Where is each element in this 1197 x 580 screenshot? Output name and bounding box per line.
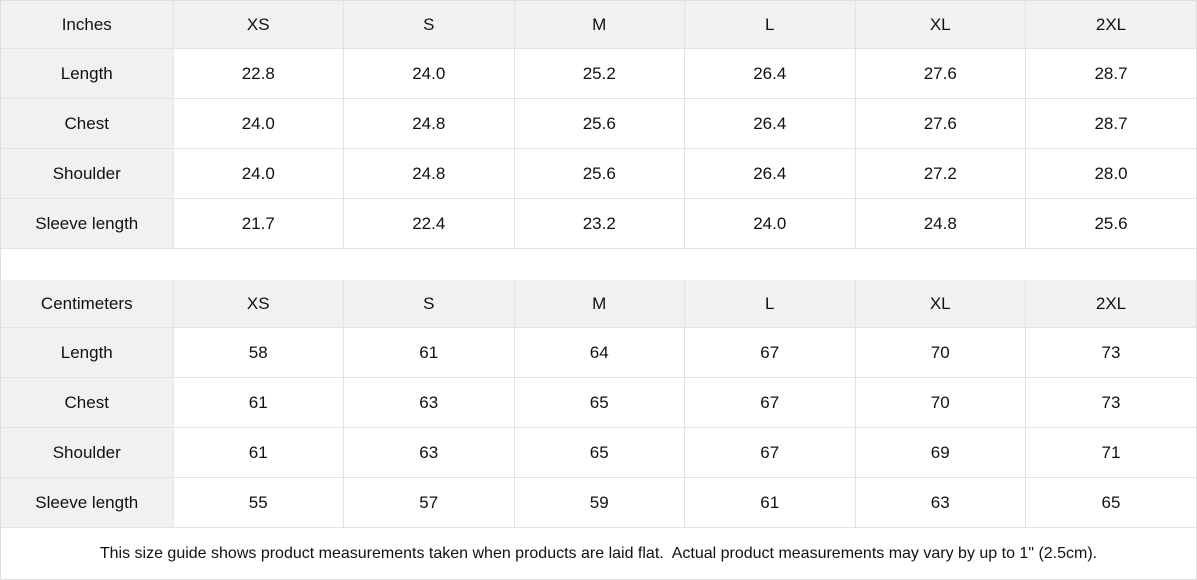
cell-shoulder-xs: 61 <box>172 427 344 478</box>
cell-shoulder-2xl: 28.0 <box>1025 148 1196 199</box>
size-table-centimeters: Centimeters XS S M L XL 2XL Length 58 61… <box>1 280 1196 528</box>
size-header-xl: XL <box>854 1 1026 49</box>
cell-shoulder-l: 67 <box>684 427 856 478</box>
cell-sleeve-s: 57 <box>343 477 515 528</box>
size-header-m: M <box>513 280 685 328</box>
unit-header-inches: Inches <box>1 1 174 49</box>
cell-length-l: 26.4 <box>684 48 856 99</box>
cell-length-xl: 27.6 <box>854 48 1026 99</box>
cell-length-xl: 70 <box>854 327 1026 378</box>
size-header-s: S <box>343 280 515 328</box>
unit-header-centimeters: Centimeters <box>1 280 174 328</box>
size-guide-note: This size guide shows product measuremen… <box>1 528 1196 579</box>
size-header-xl: XL <box>854 280 1026 328</box>
size-header-m: M <box>513 1 685 49</box>
cell-sleeve-l: 24.0 <box>684 198 856 249</box>
cell-sleeve-m: 23.2 <box>513 198 685 249</box>
size-header-xs: XS <box>172 280 344 328</box>
cell-chest-m: 65 <box>513 377 685 428</box>
size-header-2xl: 2XL <box>1025 280 1196 328</box>
cell-shoulder-s: 24.8 <box>343 148 515 199</box>
row-label-sleeve-length: Sleeve length <box>1 477 174 528</box>
cell-sleeve-xl: 24.8 <box>854 198 1026 249</box>
size-header-l: L <box>684 280 856 328</box>
cell-sleeve-2xl: 25.6 <box>1025 198 1196 249</box>
size-header-xs: XS <box>172 1 344 49</box>
cell-length-m: 25.2 <box>513 48 685 99</box>
cell-length-xs: 22.8 <box>172 48 344 99</box>
cell-chest-xl: 27.6 <box>854 98 1026 149</box>
row-label-chest: Chest <box>1 377 174 428</box>
cell-length-2xl: 73 <box>1025 327 1196 378</box>
row-label-shoulder: Shoulder <box>1 148 174 199</box>
table-row-shoulder-inches: Shoulder 24.0 24.8 25.6 26.4 27.2 28.0 <box>1 148 1196 199</box>
table-row-length-inches: Length 22.8 24.0 25.2 26.4 27.6 28.7 <box>1 48 1196 99</box>
cell-length-2xl: 28.7 <box>1025 48 1196 99</box>
size-header-l: L <box>684 1 856 49</box>
cell-chest-2xl: 73 <box>1025 377 1196 428</box>
cell-sleeve-l: 61 <box>684 477 856 528</box>
size-header-s: S <box>343 1 515 49</box>
cell-chest-l: 26.4 <box>684 98 856 149</box>
cell-sleeve-s: 22.4 <box>343 198 515 249</box>
table-row-length-cm: Length 58 61 64 67 70 73 <box>1 327 1196 378</box>
header-row-centimeters: Centimeters XS S M L XL 2XL <box>1 280 1196 328</box>
cell-sleeve-xl: 63 <box>854 477 1026 528</box>
table-row-chest-inches: Chest 24.0 24.8 25.6 26.4 27.6 28.7 <box>1 98 1196 149</box>
cell-length-s: 24.0 <box>343 48 515 99</box>
cell-chest-s: 63 <box>343 377 515 428</box>
cell-shoulder-xs: 24.0 <box>172 148 344 199</box>
cell-length-s: 61 <box>343 327 515 378</box>
cell-chest-m: 25.6 <box>513 98 685 149</box>
row-label-sleeve-length: Sleeve length <box>1 198 174 249</box>
row-label-shoulder: Shoulder <box>1 427 174 478</box>
cell-shoulder-xl: 69 <box>854 427 1026 478</box>
cell-shoulder-m: 25.6 <box>513 148 685 199</box>
cell-chest-s: 24.8 <box>343 98 515 149</box>
cell-sleeve-m: 59 <box>513 477 685 528</box>
cell-chest-xs: 24.0 <box>172 98 344 149</box>
cell-chest-l: 67 <box>684 377 856 428</box>
row-label-chest: Chest <box>1 98 174 149</box>
cell-chest-xl: 70 <box>854 377 1026 428</box>
cell-length-xs: 58 <box>172 327 344 378</box>
size-table-inches: Inches XS S M L XL 2XL Length 22.8 24.0 … <box>1 1 1196 249</box>
table-row-sleeve-inches: Sleeve length 21.7 22.4 23.2 24.0 24.8 2… <box>1 198 1196 249</box>
header-row-inches: Inches XS S M L XL 2XL <box>1 1 1196 49</box>
table-row-shoulder-cm: Shoulder 61 63 65 67 69 71 <box>1 427 1196 478</box>
row-label-length: Length <box>1 48 174 99</box>
table-row-chest-cm: Chest 61 63 65 67 70 73 <box>1 377 1196 428</box>
cell-length-l: 67 <box>684 327 856 378</box>
table-row-sleeve-cm: Sleeve length 55 57 59 61 63 65 <box>1 477 1196 528</box>
cell-shoulder-s: 63 <box>343 427 515 478</box>
size-header-2xl: 2XL <box>1025 1 1196 49</box>
cell-sleeve-xs: 55 <box>172 477 344 528</box>
cell-shoulder-2xl: 71 <box>1025 427 1196 478</box>
cell-shoulder-xl: 27.2 <box>854 148 1026 199</box>
cell-sleeve-xs: 21.7 <box>172 198 344 249</box>
row-label-length: Length <box>1 327 174 378</box>
cell-shoulder-m: 65 <box>513 427 685 478</box>
cell-shoulder-l: 26.4 <box>684 148 856 199</box>
cell-sleeve-2xl: 65 <box>1025 477 1196 528</box>
cell-length-m: 64 <box>513 327 685 378</box>
cell-chest-xs: 61 <box>172 377 344 428</box>
section-divider <box>1 249 1196 280</box>
cell-chest-2xl: 28.7 <box>1025 98 1196 149</box>
